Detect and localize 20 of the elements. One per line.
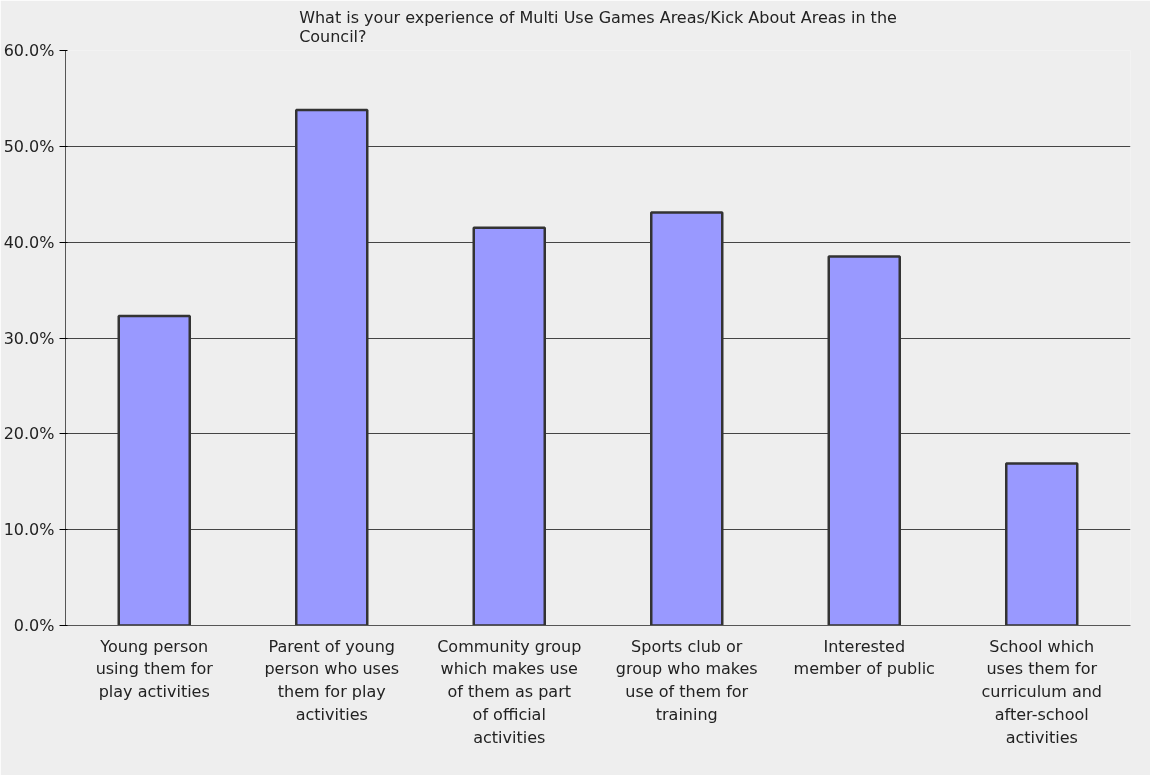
x-tick-label: Sports club or group who makes use of them for training	[615, 636, 758, 724]
x-tick-label: Young person using them for play activities	[95, 636, 214, 702]
chart-title: What is your experience of Multi Use Games Areas/Kick About Areas in the Council?	[299, 7, 897, 46]
bar	[827, 255, 901, 626]
bar	[472, 226, 546, 626]
bar	[295, 108, 369, 626]
x-tick-label: School which uses them for curriculum and after-school activities	[981, 636, 1103, 747]
y-tick-label: 40.0%	[3, 232, 55, 252]
y-tick-label: 20.0%	[3, 424, 55, 444]
bar	[1005, 462, 1079, 626]
x-tick-label: Parent of young person who uses them for play activities	[264, 636, 400, 724]
bar	[117, 314, 191, 626]
y-tick-label: 30.0%	[3, 328, 55, 348]
y-tick-label: 0.0%	[13, 616, 55, 635]
x-tick-label: Interested member of public	[793, 636, 935, 679]
bar	[650, 211, 724, 626]
y-tick-label: 60.0%	[3, 41, 55, 60]
y-tick-label: 50.0%	[3, 136, 55, 156]
x-tick-label: Community group which makes use of them as part of official activities	[437, 636, 582, 747]
y-tick-label: 10.0%	[3, 520, 55, 540]
